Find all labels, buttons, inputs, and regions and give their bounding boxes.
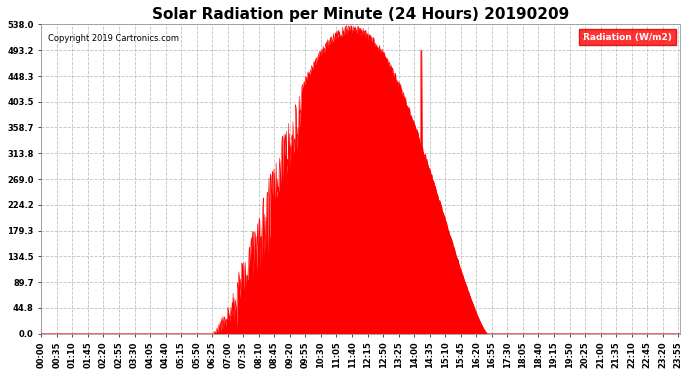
- Title: Solar Radiation per Minute (24 Hours) 20190209: Solar Radiation per Minute (24 Hours) 20…: [152, 7, 569, 22]
- Legend: Radiation (W/m2): Radiation (W/m2): [580, 29, 676, 45]
- Text: Copyright 2019 Cartronics.com: Copyright 2019 Cartronics.com: [48, 34, 179, 43]
